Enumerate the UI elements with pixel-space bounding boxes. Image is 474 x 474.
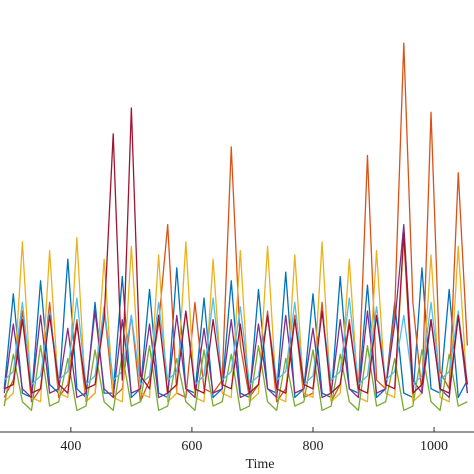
data-line <box>3 107 468 394</box>
data-line <box>3 236 468 403</box>
data-line <box>3 344 468 412</box>
x-tick-label: 1000 <box>420 439 448 454</box>
x-tick-label: 800 <box>302 439 323 454</box>
x-tick-label: 600 <box>181 439 202 454</box>
data-line <box>3 297 468 386</box>
x-axis-label: Time <box>245 457 274 472</box>
x-tick-label: 400 <box>60 439 81 454</box>
